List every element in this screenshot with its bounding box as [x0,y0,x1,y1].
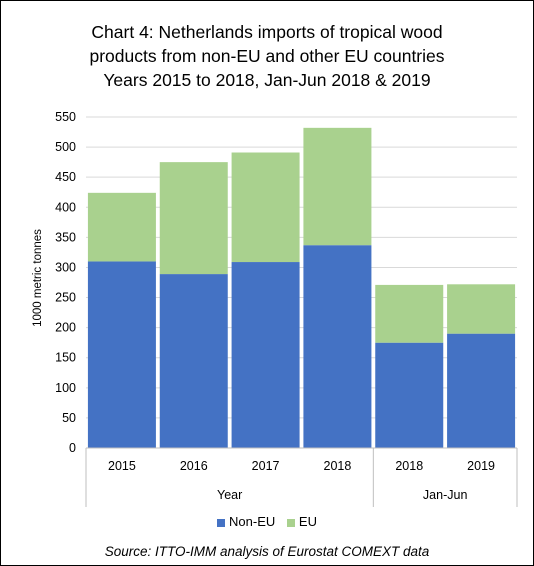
x-axis: 2015 2016 2017 2018 2018 2019 Year Jan-Jun [85,447,518,507]
legend: Non-EU EU [0,513,534,529]
y-tick-label: 50 [62,411,76,425]
bar-eu-1 [159,162,228,275]
x-tick-label: 2016 [180,459,208,473]
bar-non-eu-5 [447,333,516,448]
legend-label-eu: EU [298,514,317,530]
y-axis-label: 1000 metric tonnes [32,229,44,327]
bar-eu-3 [303,127,372,246]
y-tick-label: 550 [55,110,76,124]
bar-eu-4 [375,284,444,343]
bars [87,127,516,448]
legend-item-non-eu: Non-EU [217,514,275,529]
y-tick-label: 350 [55,230,76,244]
chart-title-line-2: products from non-EU and other EU countr… [89,46,445,66]
x-tick-label: 2017 [252,459,280,473]
legend-swatch-non-eu [217,518,226,527]
y-axis-ticks: 0 50 100 150 200 250 300 350 400 450 500 550 [55,110,76,455]
bar-non-eu-0 [87,261,156,448]
chart-title-line-3: Years 2015 to 2018, Jan-Jun 2018 & 2019 [103,70,431,90]
bar-eu-0 [87,192,156,262]
bar-non-eu-1 [159,274,228,448]
y-tick-label: 300 [55,260,76,274]
chart-title-line-1: Chart 4: Netherlands imports of tropical… [91,22,443,42]
x-tick-label: 2018 [324,459,352,473]
x-tick-label: 2018 [395,459,423,473]
y-tick-label: 500 [55,140,76,154]
y-tick-label: 150 [55,351,76,365]
y-tick-label: 100 [55,381,76,395]
chart-title: Chart 4: Netherlands imports of tropical… [0,20,534,92]
bar-non-eu-3 [303,245,372,448]
legend-item-eu: EU [286,514,317,530]
y-tick-label: 250 [55,291,76,305]
x-group-label: Year [217,488,242,502]
bar-eu-2 [231,152,300,263]
source-note: Source: ITTO-IMM analysis of Eurostat CO… [104,544,430,559]
y-tick-label: 0 [69,441,76,455]
x-tick-label: 2019 [467,459,495,473]
gridlines [86,116,517,419]
legend-label-non-eu: Non-EU [229,514,276,530]
bar-eu-5 [447,284,516,334]
y-tick-label: 400 [55,200,76,214]
legend-swatch-eu [286,518,295,527]
x-group-label: Jan-Jun [423,488,468,502]
y-tick-label: 200 [55,321,76,335]
bar-non-eu-2 [231,262,300,448]
y-tick-label: 450 [55,170,76,184]
bar-non-eu-4 [375,342,444,448]
x-tick-label: 2015 [108,459,136,473]
